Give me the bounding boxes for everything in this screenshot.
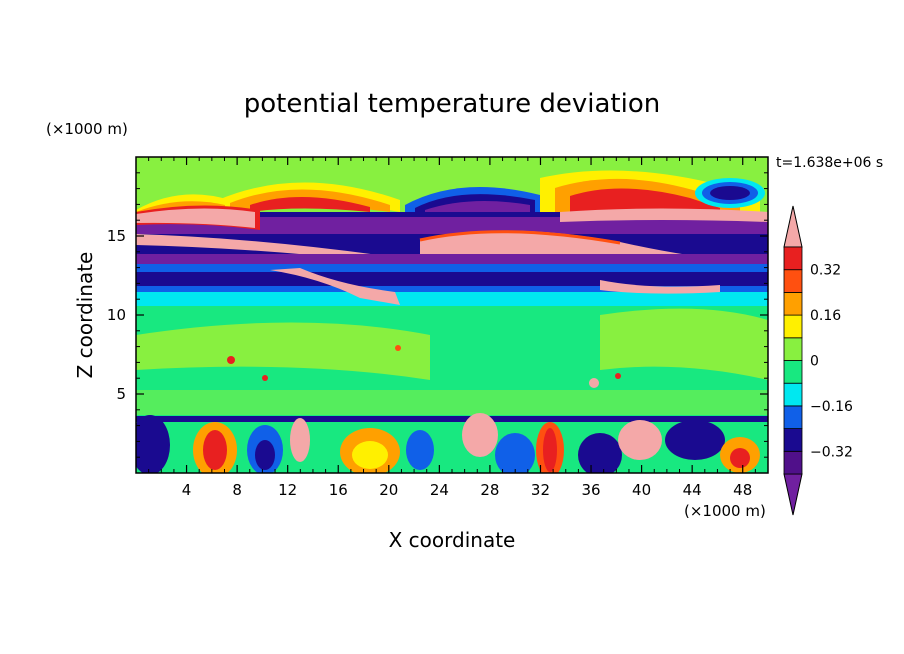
colorbar-segment <box>783 269 803 293</box>
x-axis-label: X coordinate <box>389 528 516 552</box>
x-tick-label: 28 <box>480 481 499 499</box>
x-tick-label: 40 <box>632 481 651 499</box>
x-tick-label: 20 <box>379 481 398 499</box>
y-tick-label: 15 <box>107 227 126 245</box>
x-tick-label: 48 <box>733 481 752 499</box>
x-tick-label: 12 <box>278 481 297 499</box>
colorbar-segment <box>783 360 803 384</box>
colorbar-segment <box>783 405 803 429</box>
chart-title: potential temperature deviation <box>244 89 660 119</box>
time-label: t=1.638e+06 s <box>776 155 883 171</box>
x-tick-label: 16 <box>329 481 348 499</box>
x-tick-label: 32 <box>531 481 550 499</box>
y-unit-label: (×1000 m) <box>46 120 128 138</box>
x-tick-label: 36 <box>581 481 600 499</box>
colorbar-tick-label: −0.16 <box>810 399 853 415</box>
x-axis: 4 8 12 16 20 24 28 32 36 40 44 48 <box>148 157 756 499</box>
y-tick-label: 10 <box>107 306 126 324</box>
colorbar-segment <box>783 291 803 316</box>
colorbar-tick-label: 0 <box>810 354 819 370</box>
colorbar: 0.32 0.16 0 −0.16 −0.32 <box>783 205 853 516</box>
y-axis: 5 10 15 <box>107 172 768 458</box>
colorbar-tick-label: 0.32 <box>810 263 841 279</box>
colorbar-bottom-arrow <box>783 473 803 516</box>
colorbar-top-arrow <box>783 205 803 248</box>
x-tick-label: 24 <box>430 481 449 499</box>
colorbar-segment <box>783 428 803 452</box>
colorbar-tick-label: −0.32 <box>810 444 853 460</box>
y-axis-label: Z coordinate <box>73 252 97 379</box>
colorbar-segment <box>783 246 803 271</box>
colorbar-segment <box>783 450 803 475</box>
x-tick-label: 8 <box>232 481 242 499</box>
colorbar-segment <box>783 382 803 407</box>
colorbar-segment <box>783 337 803 361</box>
x-tick-label: 44 <box>683 481 702 499</box>
x-unit-label: (×1000 m) <box>684 502 766 520</box>
x-tick-label: 4 <box>182 481 192 499</box>
colorbar-tick-label: 0.16 <box>810 308 841 324</box>
colorbar-segment <box>783 314 803 339</box>
contour-field <box>136 157 768 473</box>
y-tick-label: 5 <box>116 385 126 403</box>
